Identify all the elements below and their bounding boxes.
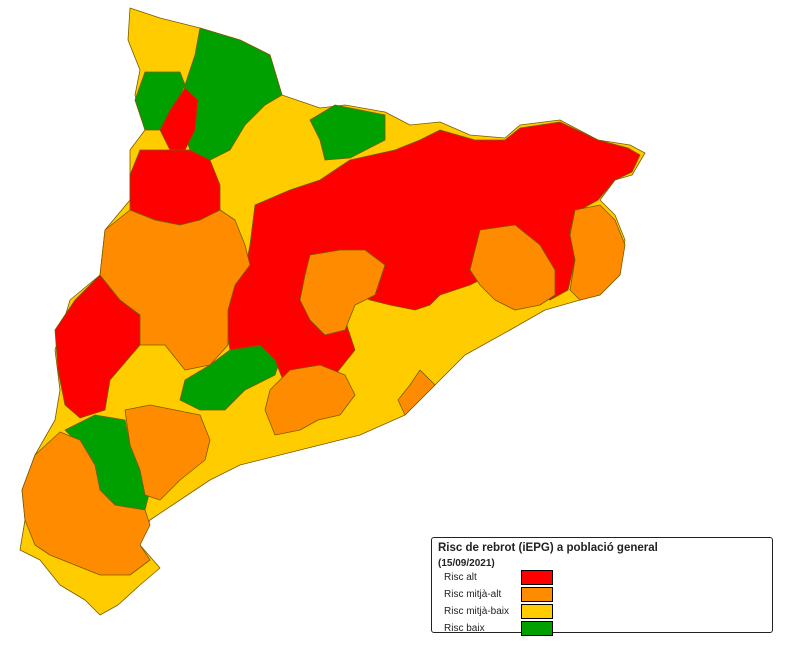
region-priorat-green (179, 344, 281, 411)
region-montsia-orange (21, 431, 151, 576)
legend-item-risc-alt: Risc alt (432, 570, 562, 586)
legend-swatch-red (521, 570, 553, 585)
legend-label: Risc baix (444, 623, 485, 634)
legend-item-risc-mitja-baix: Risc mitjà-baix (432, 604, 562, 620)
region-girona-orange (469, 224, 556, 311)
region-maresme-orange (397, 369, 436, 416)
legend-item-risc-baix: Risc baix (432, 621, 562, 637)
region-garrigues-orange (99, 209, 251, 371)
legend: Risc de rebrot (iEPG) a població general… (431, 537, 773, 636)
legend-title: Risc de rebrot (iEPG) a població general (438, 542, 658, 554)
region-tarragona-orange (124, 404, 211, 501)
legend-label: Risc mitjà-alt (444, 589, 502, 600)
region-penedes-orange (264, 364, 356, 436)
region-anoia-orange (299, 249, 386, 336)
legend-swatch-orange (521, 587, 553, 602)
legend-item-risc-mitja-alt: Risc mitjà-alt (432, 587, 562, 603)
region-noguera-red (129, 149, 221, 226)
legend-swatch-yellow (521, 604, 553, 619)
legend-label: Risc alt (444, 572, 477, 583)
region-baix-emporda-orange (569, 204, 626, 301)
region-cerdanya-green (309, 104, 386, 161)
legend-label: Risc mitjà-baix (444, 606, 510, 617)
legend-swatch-green (521, 621, 553, 636)
legend-date: (15/09/2021) (438, 558, 495, 569)
